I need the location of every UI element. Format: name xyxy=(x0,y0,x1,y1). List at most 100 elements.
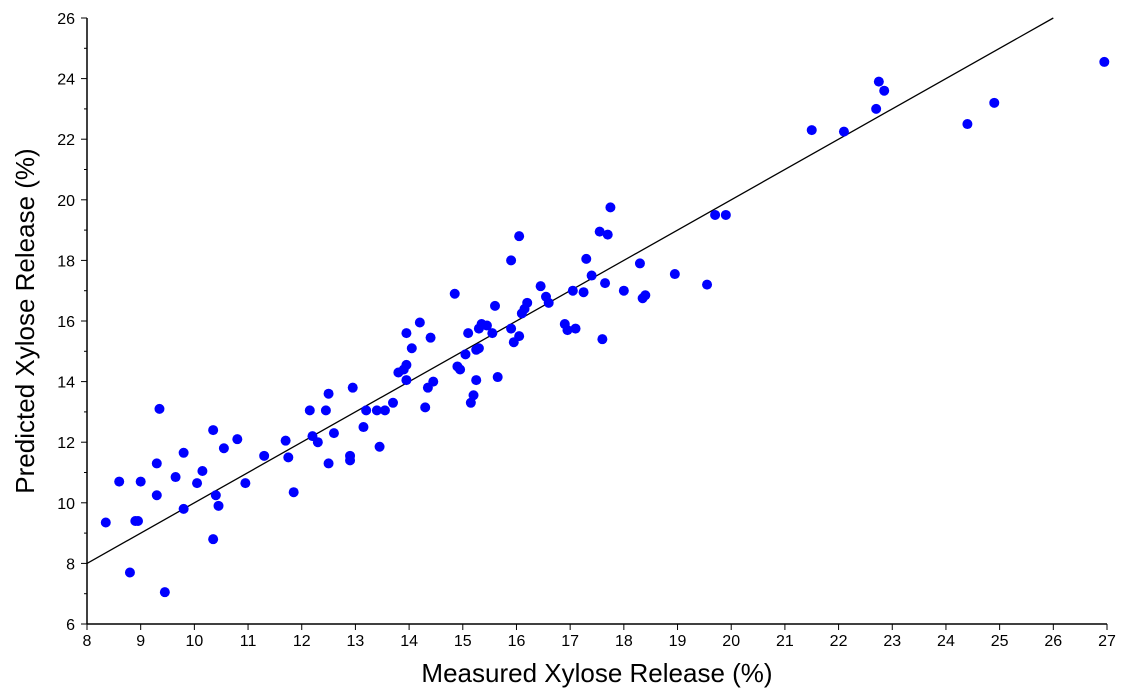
data-point xyxy=(345,455,356,466)
data-point xyxy=(288,487,299,498)
data-point xyxy=(210,490,221,501)
x-tick-label: 22 xyxy=(830,633,848,650)
data-point xyxy=(460,349,471,360)
data-point xyxy=(455,364,466,375)
data-point xyxy=(597,334,608,345)
data-point xyxy=(492,372,503,383)
data-point xyxy=(420,402,431,413)
data-point xyxy=(218,443,229,454)
data-point xyxy=(208,425,219,436)
data-point xyxy=(506,255,517,266)
data-point xyxy=(962,119,973,130)
x-tick-label: 18 xyxy=(615,633,633,650)
data-point xyxy=(806,125,817,136)
data-point xyxy=(618,285,629,296)
data-point xyxy=(323,388,334,399)
data-point xyxy=(567,285,578,296)
x-tick-label: 26 xyxy=(1044,633,1062,650)
data-points xyxy=(100,56,1110,598)
x-tick-label: 19 xyxy=(669,633,687,650)
y-tick-label: 22 xyxy=(57,132,75,149)
data-point xyxy=(871,103,882,114)
data-point xyxy=(473,343,484,354)
data-point xyxy=(1099,56,1110,67)
x-tick-label: 23 xyxy=(883,633,901,650)
data-point xyxy=(100,517,111,528)
y-tick-label: 24 xyxy=(57,72,75,89)
data-point xyxy=(320,405,331,416)
data-point xyxy=(208,534,219,545)
data-point xyxy=(594,226,605,237)
data-point xyxy=(361,405,372,416)
data-point xyxy=(283,452,294,463)
x-tick-label: 11 xyxy=(240,633,257,650)
data-point xyxy=(213,500,224,511)
data-point xyxy=(379,405,390,416)
data-point xyxy=(401,359,412,370)
data-point xyxy=(259,450,270,461)
x-tick-label: 16 xyxy=(508,633,526,650)
data-point xyxy=(388,397,398,408)
x-tick-label: 12 xyxy=(293,633,311,650)
x-axis-title: Measured Xylose Release (%) xyxy=(421,658,772,688)
data-point xyxy=(586,270,597,281)
data-point xyxy=(135,476,146,487)
x-ticks: 8 9 10 11 12 13 14 15 16 17 18 19 20 21 22 23 24 25 26 27 xyxy=(83,624,1116,650)
data-point xyxy=(358,422,369,433)
y-tick-label: 26 xyxy=(57,11,75,28)
data-point xyxy=(374,441,385,452)
data-point xyxy=(178,447,189,458)
data-point xyxy=(124,567,135,578)
y-ticks: 6 8 10 12 14 16 18 20 22 24 26 xyxy=(57,11,87,634)
data-point xyxy=(581,253,592,264)
data-point xyxy=(640,290,651,301)
x-tick-label: 21 xyxy=(776,633,794,650)
data-point xyxy=(232,434,243,445)
data-point xyxy=(328,428,339,439)
y-tick-label: 16 xyxy=(57,314,75,331)
data-point xyxy=(133,515,143,526)
data-point xyxy=(605,202,616,213)
data-point xyxy=(600,278,611,289)
data-point xyxy=(323,458,334,469)
x-tick-label: 20 xyxy=(722,633,740,650)
y-tick-label: 12 xyxy=(57,435,75,452)
x-tick-label: 10 xyxy=(185,633,203,650)
x-tick-label: 17 xyxy=(561,633,579,650)
data-point xyxy=(159,587,170,598)
data-point xyxy=(471,375,482,386)
data-point xyxy=(170,472,181,483)
x-tick-label: 25 xyxy=(991,633,1009,650)
y-tick-label: 20 xyxy=(57,193,75,210)
data-point xyxy=(543,297,554,308)
data-point xyxy=(490,300,500,311)
x-tick-label: 13 xyxy=(347,633,365,650)
data-point xyxy=(602,229,613,240)
data-point xyxy=(401,375,412,386)
data-point xyxy=(151,490,162,501)
data-point xyxy=(879,85,890,96)
data-point xyxy=(428,376,439,387)
data-point xyxy=(514,231,525,242)
data-point xyxy=(406,343,417,354)
data-point xyxy=(401,328,412,339)
data-point xyxy=(506,323,517,334)
data-point xyxy=(634,258,645,269)
data-point xyxy=(702,279,713,290)
data-point xyxy=(465,397,476,408)
data-point xyxy=(514,331,525,342)
data-point xyxy=(873,76,884,87)
data-point xyxy=(192,478,203,489)
x-tick-label: 9 xyxy=(136,633,145,650)
data-point xyxy=(578,287,589,298)
data-point xyxy=(371,405,382,416)
data-point xyxy=(535,281,546,292)
x-tick-label: 8 xyxy=(83,633,92,650)
data-point xyxy=(989,97,1000,108)
data-point xyxy=(304,405,315,416)
data-point xyxy=(487,328,498,339)
y-axis-title: Predicted Xylose Release (%) xyxy=(10,148,40,493)
x-tick-label: 27 xyxy=(1098,633,1116,650)
data-point xyxy=(522,297,533,308)
